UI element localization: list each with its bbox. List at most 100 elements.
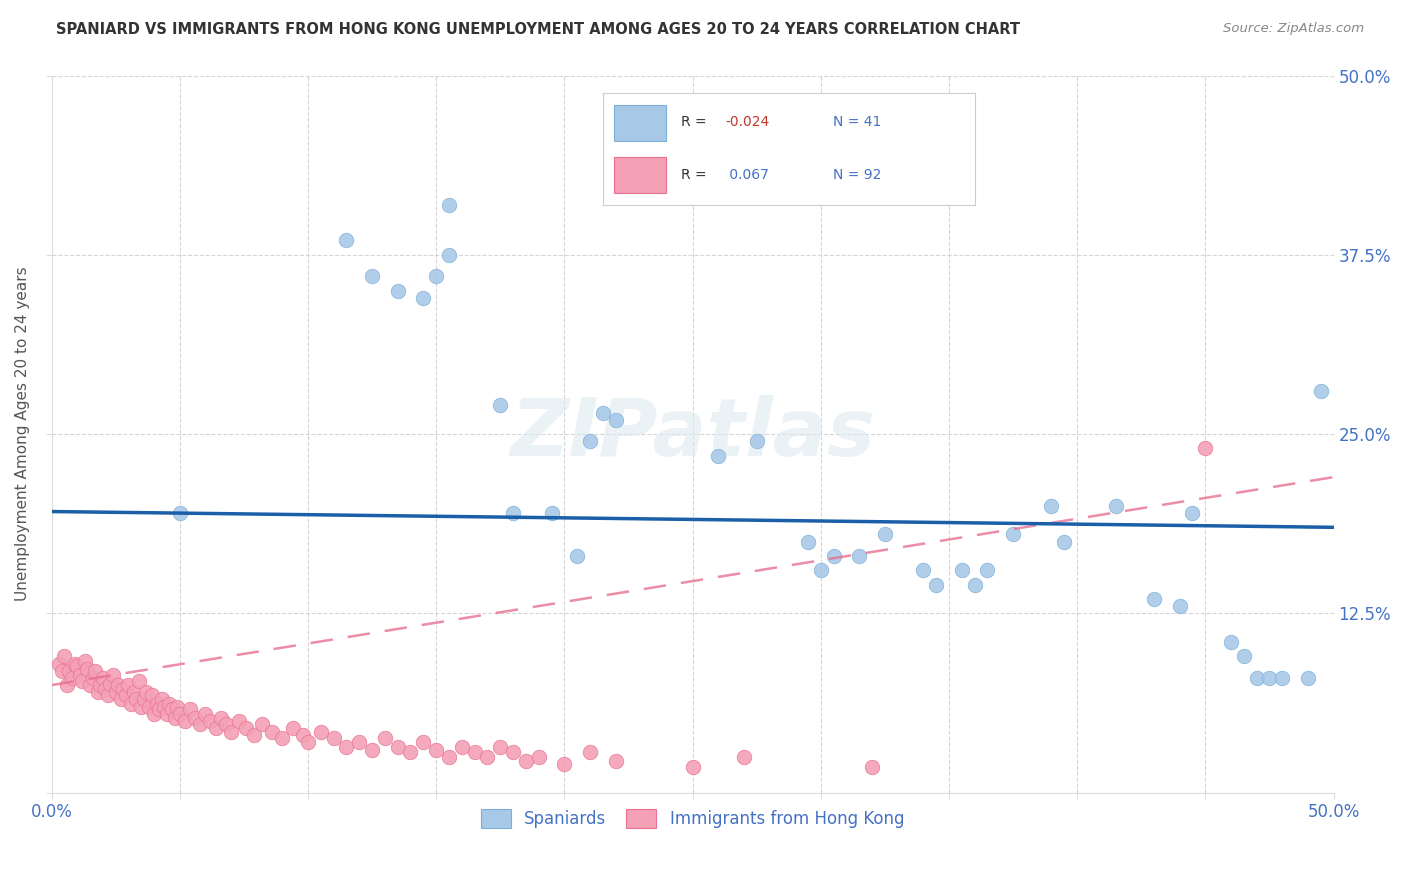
Point	[101, 668, 124, 682]
Point	[66, 659, 89, 673]
Point	[200, 714, 222, 728]
Text: ZIPatlas: ZIPatlas	[510, 395, 875, 473]
Point	[925, 577, 948, 591]
Point	[1296, 671, 1319, 685]
Point	[823, 549, 845, 563]
Point	[387, 739, 409, 754]
Point	[502, 506, 524, 520]
Point	[107, 678, 129, 692]
Point	[489, 739, 512, 754]
Point	[437, 749, 460, 764]
Point	[73, 654, 96, 668]
Point	[188, 716, 211, 731]
Point	[97, 688, 120, 702]
Point	[387, 284, 409, 298]
Point	[271, 731, 294, 746]
Text: SPANIARD VS IMMIGRANTS FROM HONG KONG UNEMPLOYMENT AMONG AGES 20 TO 24 YEARS COR: SPANIARD VS IMMIGRANTS FROM HONG KONG UN…	[56, 22, 1021, 37]
Point	[412, 735, 434, 749]
Point	[682, 760, 704, 774]
Point	[335, 234, 357, 248]
Point	[84, 664, 107, 678]
Point	[153, 699, 176, 714]
Point	[1271, 671, 1294, 685]
Point	[412, 291, 434, 305]
Point	[63, 657, 86, 671]
Point	[235, 721, 257, 735]
Point	[141, 688, 163, 702]
Point	[91, 671, 114, 685]
Point	[399, 746, 422, 760]
Point	[86, 685, 108, 699]
Point	[335, 739, 357, 754]
Point	[112, 682, 135, 697]
Point	[72, 673, 94, 688]
Point	[733, 749, 755, 764]
Point	[361, 742, 384, 756]
Point	[156, 706, 179, 721]
Point	[605, 413, 627, 427]
Point	[1143, 592, 1166, 607]
Point	[115, 688, 138, 702]
Point	[425, 269, 447, 284]
Point	[89, 678, 111, 692]
Point	[1040, 499, 1063, 513]
Point	[450, 739, 472, 754]
Point	[163, 711, 186, 725]
Point	[797, 534, 820, 549]
Point	[437, 197, 460, 211]
Point	[860, 760, 883, 774]
Point	[322, 731, 344, 746]
Point	[179, 702, 201, 716]
Point	[100, 676, 122, 690]
Point	[309, 725, 332, 739]
Point	[53, 649, 76, 664]
Point	[374, 731, 396, 746]
Point	[110, 692, 132, 706]
Point	[361, 269, 384, 284]
Point	[117, 678, 139, 692]
Point	[159, 697, 181, 711]
Point	[527, 749, 550, 764]
Point	[260, 725, 283, 739]
Y-axis label: Unemployment Among Ages 20 to 24 years: Unemployment Among Ages 20 to 24 years	[15, 267, 30, 601]
Point	[48, 657, 70, 671]
Point	[209, 711, 232, 725]
Point	[79, 678, 101, 692]
Point	[122, 685, 145, 699]
Point	[912, 563, 935, 577]
Point	[82, 671, 104, 685]
Point	[1220, 635, 1243, 649]
Point	[281, 721, 304, 735]
Point	[848, 549, 870, 563]
Point	[553, 756, 575, 771]
Point	[477, 749, 499, 764]
Point	[219, 725, 242, 739]
Point	[58, 664, 80, 678]
Point	[1104, 499, 1126, 513]
Point	[1309, 384, 1331, 398]
Point	[104, 685, 127, 699]
Point	[128, 673, 150, 688]
Point	[166, 699, 188, 714]
Point	[515, 754, 537, 768]
Point	[184, 711, 207, 725]
Point	[250, 716, 273, 731]
Point	[579, 746, 602, 760]
Point	[976, 563, 998, 577]
Point	[347, 735, 370, 749]
Point	[169, 706, 191, 721]
Point	[489, 398, 512, 412]
Point	[810, 563, 832, 577]
Point	[120, 697, 142, 711]
Point	[148, 702, 170, 716]
Point	[579, 434, 602, 449]
Point	[1168, 599, 1191, 614]
Point	[135, 685, 157, 699]
Point	[707, 449, 730, 463]
Legend: Spaniards, Immigrants from Hong Kong: Spaniards, Immigrants from Hong Kong	[474, 802, 911, 835]
Point	[592, 406, 614, 420]
Point	[873, 527, 896, 541]
Point	[950, 563, 973, 577]
Point	[565, 549, 588, 563]
Point	[56, 678, 79, 692]
